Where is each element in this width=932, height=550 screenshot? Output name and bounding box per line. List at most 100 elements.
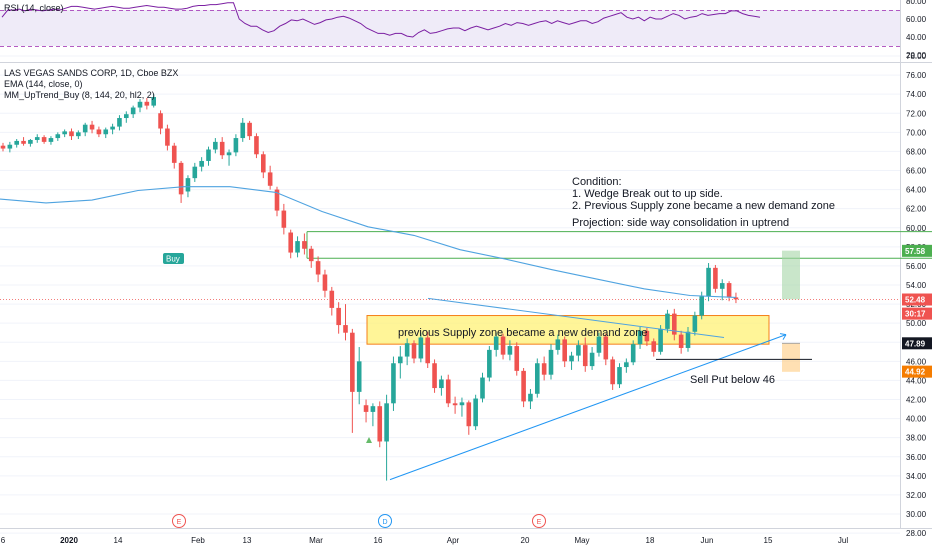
candle-body (199, 160, 204, 167)
candle-body (165, 128, 170, 146)
candle-body (41, 137, 47, 142)
candle (89, 120, 95, 134)
candle (178, 160, 184, 203)
candle-body (644, 330, 650, 342)
candle (541, 356, 547, 381)
candle (665, 309, 670, 333)
candle (76, 130, 81, 140)
candle (678, 330, 684, 354)
candle (404, 338, 410, 366)
time-tick-label: 16 (374, 536, 383, 545)
price-tick-label: 38.00 (906, 434, 927, 443)
signal-triangle (366, 437, 372, 443)
candle (582, 337, 588, 372)
candle (610, 356, 615, 390)
price-tag (902, 365, 932, 378)
candle (261, 151, 266, 179)
candle-body (719, 283, 725, 289)
candle-body (535, 363, 540, 394)
candle (171, 142, 177, 169)
candle-body (733, 297, 739, 300)
candle-body (21, 140, 26, 144)
candle-body (596, 336, 602, 353)
candle (363, 399, 369, 423)
symbol-legend[interactable]: LAS VEGAS SANDS CORP, 1D, Cboe BZX (4, 68, 179, 78)
price-tick-label: 74.00 (906, 90, 927, 99)
candle-body (89, 124, 95, 130)
candle (459, 397, 465, 417)
candle (713, 264, 718, 293)
price-tag (902, 293, 932, 306)
price-legend: LAS VEGAS SANDS CORP, 1D, Cboe BZX EMA (… (4, 68, 178, 101)
price-tag-label: 44.92 (905, 368, 926, 377)
candle-body (432, 363, 437, 389)
supply-zone-label: previous Supply zone became a new demand… (398, 327, 648, 339)
candle-body (96, 129, 102, 135)
candle (466, 400, 472, 435)
candle (14, 139, 19, 148)
candle (322, 269, 328, 298)
candle (514, 342, 520, 376)
candle-body (274, 189, 280, 211)
rsi-panel: 80.00 60.00 40.00 20.00 (0, 0, 927, 60)
price-tick-label: 54.00 (906, 281, 927, 290)
indicator-legend[interactable]: MM_UpTrend_Buy (8, 144, 20, hl2, 2) (4, 90, 155, 100)
candle (240, 118, 246, 142)
candle (617, 363, 622, 389)
candle (672, 308, 677, 341)
candle-body (247, 122, 252, 137)
candle (726, 281, 732, 302)
candle-body (651, 341, 657, 352)
sell-put-label: Sell Put below 46 (690, 374, 775, 386)
candle (28, 139, 33, 147)
candle-body (706, 267, 711, 297)
candle (528, 389, 533, 410)
time-tick-label: Mar (309, 536, 323, 545)
time-tick-label: 13 (243, 536, 252, 545)
candle (124, 111, 129, 123)
candle (569, 351, 574, 370)
candle-body (254, 136, 259, 155)
ema-legend[interactable]: EMA (144, close, 0) (4, 79, 83, 89)
candlestick-series (0, 94, 739, 481)
candle (658, 325, 663, 355)
price-tag (902, 337, 932, 350)
candle-body (617, 367, 622, 385)
candle-body (151, 97, 156, 106)
candle (82, 122, 88, 137)
candle-body (178, 162, 184, 195)
time-tick-label: May (574, 536, 589, 545)
candle-body (308, 248, 314, 262)
candle (685, 326, 691, 352)
price-tick-label: 76.00 (906, 71, 927, 80)
candle (302, 233, 307, 255)
ema-144-line (0, 186, 736, 298)
candle-body (521, 370, 526, 402)
candle (432, 359, 437, 393)
candle (130, 105, 136, 119)
candle (473, 394, 478, 431)
candle (445, 374, 451, 408)
wedge-upper-line (427, 297, 725, 338)
candle (219, 137, 225, 160)
event-label: E (177, 519, 182, 526)
condition-note: Condition: 1. Wedge Break out to up side… (572, 176, 835, 212)
candle (110, 123, 115, 135)
event-marker (172, 514, 186, 528)
candle-body (110, 126, 115, 130)
candle (356, 347, 362, 405)
candle (41, 135, 47, 144)
candle-body (281, 210, 287, 228)
candle (651, 338, 657, 357)
candle-body (82, 124, 88, 133)
price-tick-label: 60.00 (906, 224, 927, 233)
price-tick-label: 78.00 (906, 52, 927, 61)
candle (117, 115, 122, 131)
candle-body (445, 379, 451, 404)
candle-body (329, 290, 335, 308)
candle-body (219, 141, 225, 156)
candle-body (480, 377, 485, 399)
candle-body (192, 166, 198, 179)
candle-body (48, 138, 54, 142)
